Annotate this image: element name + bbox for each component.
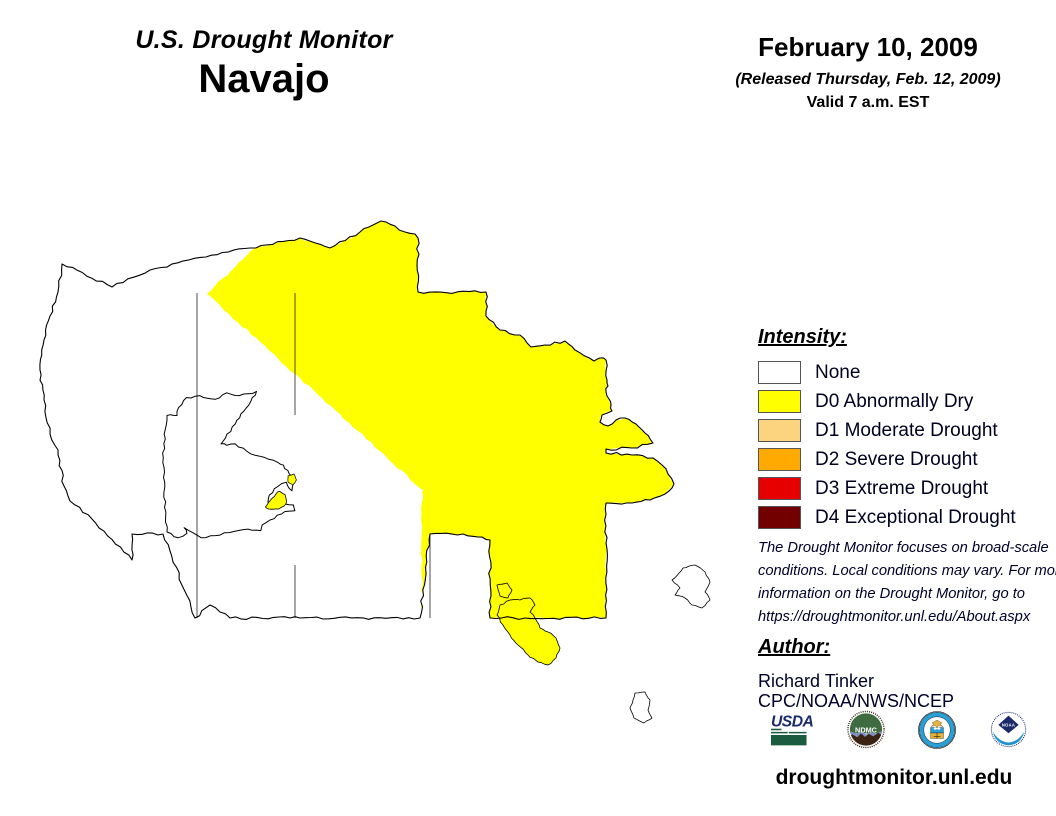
svg-text:NDMC: NDMC (855, 725, 878, 734)
svg-text:NOAA: NOAA (1002, 722, 1015, 727)
svg-text:USDA: USDA (771, 714, 814, 731)
